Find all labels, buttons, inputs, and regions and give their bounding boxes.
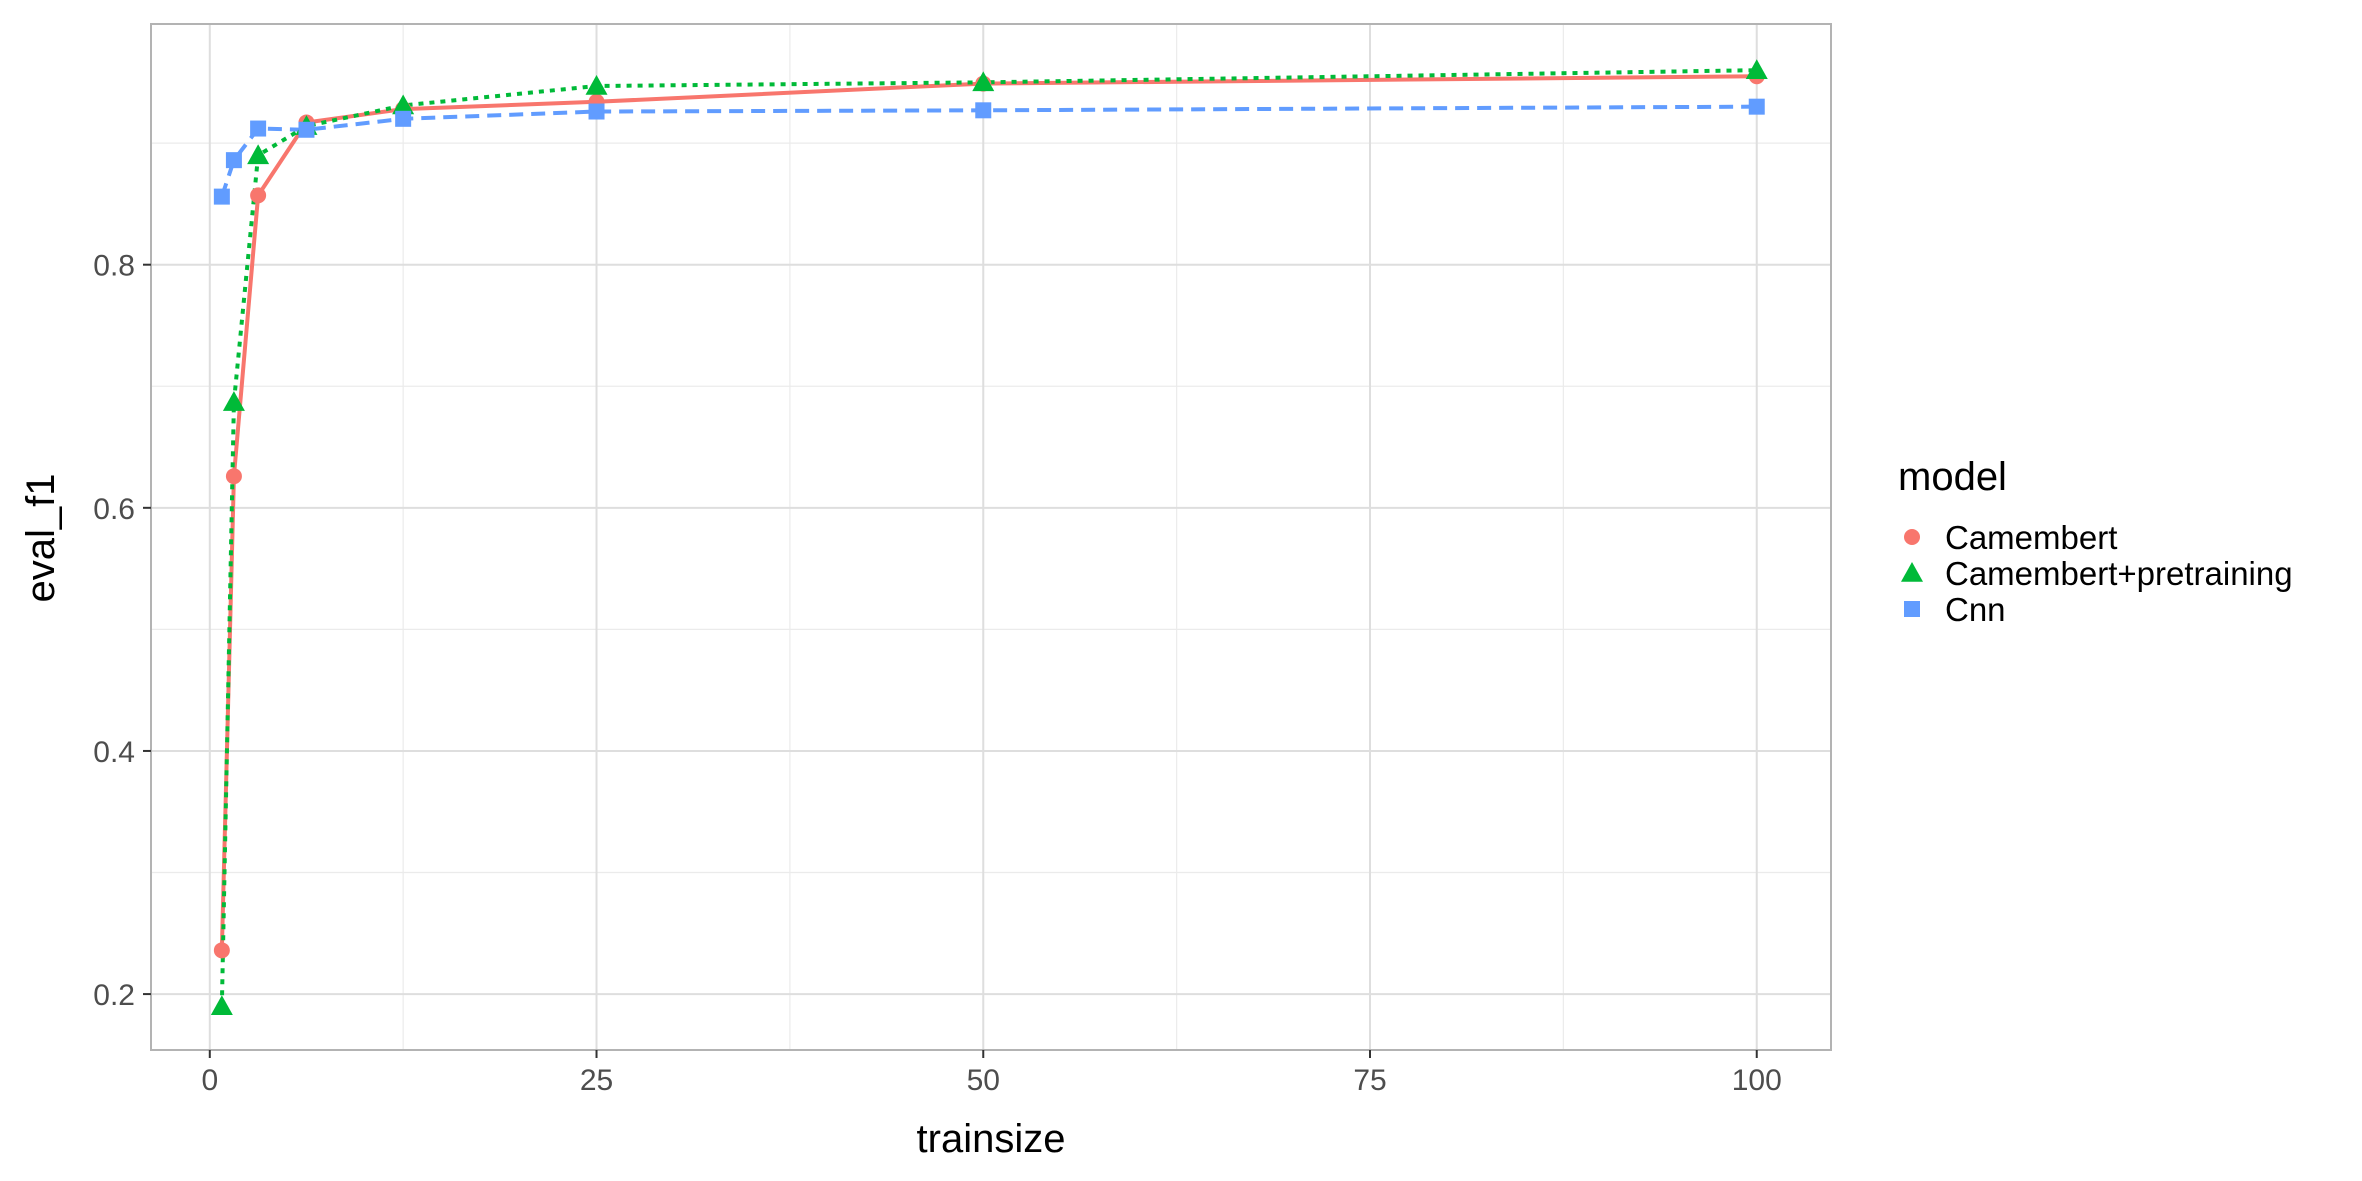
y-tick-label: 0.2: [93, 979, 135, 1012]
x-tick-label: 100: [1732, 1064, 1782, 1097]
x-tick-label: 25: [580, 1064, 613, 1097]
legend-label-cnn: Cnn: [1945, 591, 2006, 628]
series-points: [210, 59, 1768, 1016]
data-point-cnn: [298, 121, 315, 138]
data-point-camembert-pretraining: [222, 391, 245, 411]
y-tick-label: 0.8: [93, 250, 135, 283]
x-tick-label: 50: [967, 1064, 1000, 1097]
y-axis-title: eval_f1: [19, 474, 63, 603]
data-point-camembert-pretraining: [1745, 59, 1768, 79]
data-point-camembert-pretraining: [972, 71, 995, 92]
data-point-cnn: [588, 103, 605, 120]
plot-panel-border: [150, 23, 1832, 1051]
data-point-camembert: [225, 468, 242, 485]
legend-label-camembert-pretraining: Camembert+pretraining: [1945, 555, 2293, 592]
data-point-cnn: [225, 152, 242, 169]
x-tick-label: 75: [1353, 1064, 1386, 1097]
data-point-cnn: [250, 120, 267, 137]
major-gridlines: [151, 24, 1831, 1050]
data-point-camembert-pretraining: [585, 74, 608, 95]
y-tick-label: 0.6: [93, 493, 135, 526]
data-point-camembert: [213, 942, 230, 959]
y-tick-label: 0.4: [93, 736, 135, 769]
data-point-camembert-pretraining: [392, 94, 415, 115]
legend-label-camembert: Camembert: [1945, 519, 2117, 556]
data-point-camembert: [250, 187, 267, 204]
data-point-cnn: [975, 102, 992, 119]
x-tick-label: 0: [201, 1064, 218, 1097]
data-point-cnn: [213, 188, 230, 205]
data-point-camembert-pretraining: [247, 144, 270, 165]
series-line-camembert-pretraining: [219, 68, 1757, 1007]
data-point-camembert-pretraining: [210, 995, 233, 1016]
legend-key-cnn: [1904, 601, 1920, 617]
data-point-cnn: [395, 110, 412, 127]
data-point-cnn: [1748, 98, 1765, 115]
minor-gridlines: [151, 24, 1831, 1050]
legend-key-camembert: [1904, 529, 1920, 545]
legend-title: model: [1898, 455, 2007, 499]
legend-key-camembert-pretraining: [1901, 562, 1923, 582]
x-axis-title: trainsize: [917, 1117, 1066, 1161]
y-axis-ticks: 0.2 0.4 0.6 0.8: [93, 250, 151, 1012]
x-axis-ticks: 0 25 50 75 100: [201, 1050, 1782, 1097]
